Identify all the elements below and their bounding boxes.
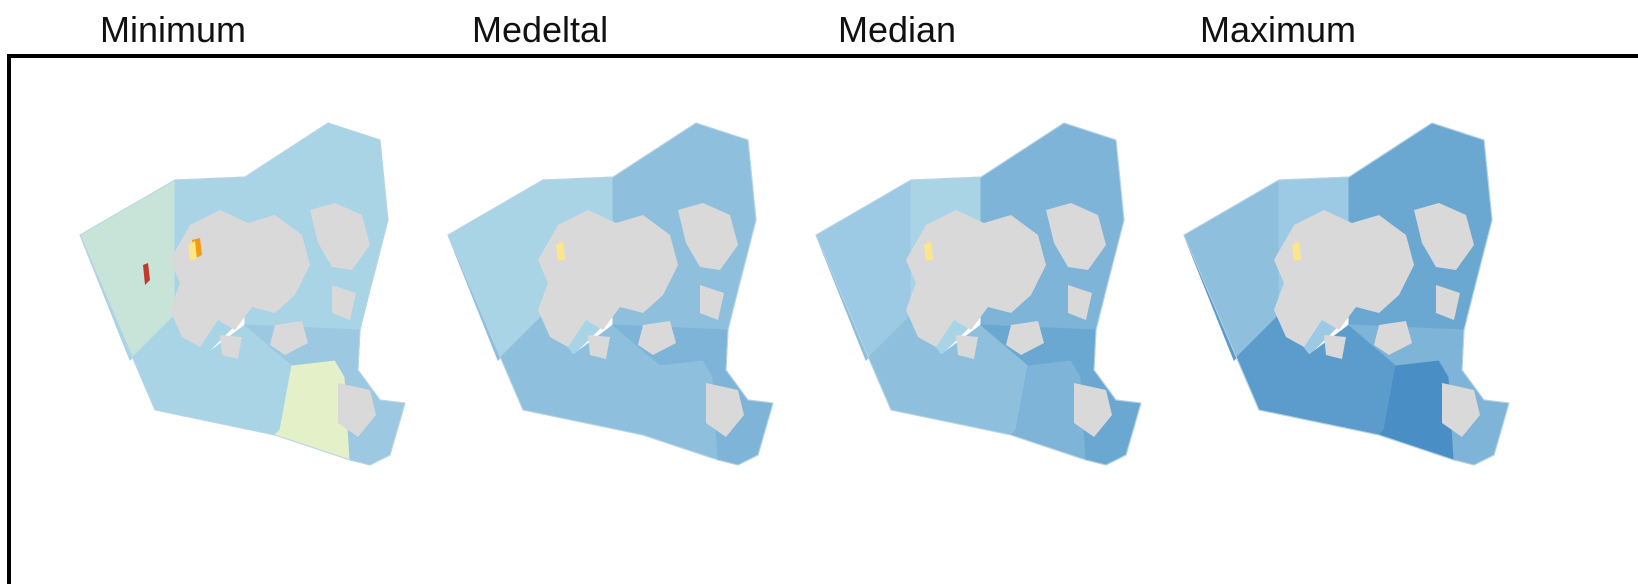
map-outline [447, 122, 774, 466]
panel-title-median: Median [838, 9, 957, 50]
map-median [815, 122, 1142, 466]
land-area [700, 285, 724, 320]
land-area [1436, 285, 1460, 320]
hotspot-yellow [188, 241, 197, 261]
hotspot-yellow [1292, 241, 1301, 261]
land-area [1324, 335, 1346, 359]
land-area [1068, 285, 1092, 320]
land-area [332, 285, 356, 320]
map-outline [1183, 122, 1510, 466]
map-frame [7, 54, 1638, 584]
panel-title-maximum: Maximum [1200, 9, 1357, 50]
land-area [338, 383, 376, 437]
land-area [1374, 321, 1412, 355]
land-area [170, 210, 310, 347]
map-outline [815, 122, 1142, 466]
panel-title-medeltal: Medeltal [472, 9, 609, 50]
land-area [906, 210, 1046, 347]
land-area [1046, 203, 1106, 270]
map-outline [79, 122, 406, 466]
land-area [956, 335, 978, 359]
map-medeltal [447, 122, 774, 466]
land-area [588, 335, 610, 359]
land-area [638, 321, 676, 355]
land-area [538, 210, 678, 347]
hotspot-red [143, 263, 150, 285]
land-area [1074, 383, 1112, 437]
hotspot-yellow [924, 241, 933, 261]
land-area [1442, 383, 1480, 437]
land-area [270, 321, 308, 355]
hotspot-yellow [556, 241, 565, 261]
land-area [678, 203, 738, 270]
map-minimum [79, 122, 406, 466]
land-area [706, 383, 744, 437]
land-area [310, 203, 370, 270]
land-area [220, 335, 242, 359]
land-area [1006, 321, 1044, 355]
map-maximum [1183, 122, 1510, 466]
panel-title-minimum: Minimum [100, 9, 247, 50]
land-area [1414, 203, 1474, 270]
land-area [1274, 210, 1414, 347]
